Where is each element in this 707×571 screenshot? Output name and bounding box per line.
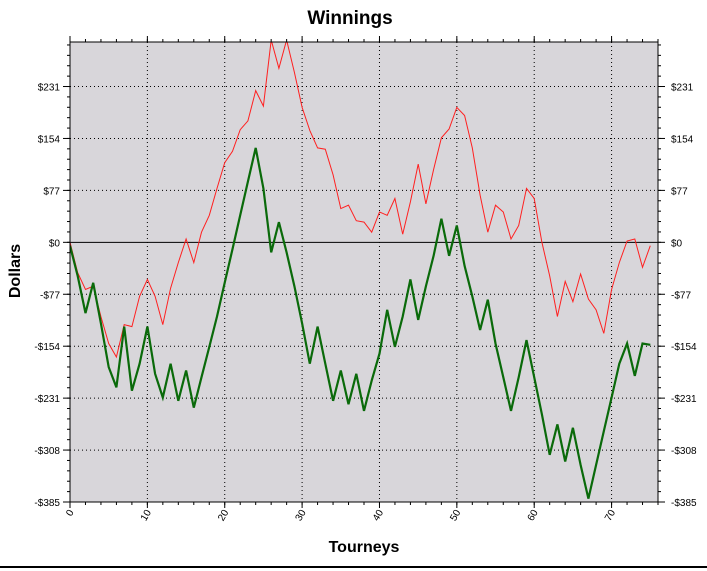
x-tick-label: 70 bbox=[603, 508, 618, 524]
y-tick-label-left: -$77 bbox=[40, 290, 60, 301]
y-tick-label-left: -$308 bbox=[34, 446, 60, 457]
x-tick-label: 30 bbox=[294, 508, 309, 524]
y-ticks-right: -$385 -$308 -$231 -$154 -$77 $0 $77 $154 $231 bbox=[658, 83, 697, 509]
plot-area bbox=[70, 42, 658, 502]
y-tick-label-left: $77 bbox=[43, 186, 60, 197]
y-tick-label-left: $0 bbox=[49, 238, 61, 249]
y-tick-label-right: -$385 bbox=[671, 498, 697, 509]
x-tick-label: 40 bbox=[371, 508, 386, 524]
grid-lines bbox=[70, 42, 658, 503]
x-tick-label: 60 bbox=[526, 508, 541, 524]
y-tick-label-left: -$154 bbox=[34, 342, 60, 353]
green-series-line bbox=[70, 147, 651, 499]
y-tick-label-right: -$77 bbox=[671, 290, 691, 301]
series-group bbox=[70, 42, 651, 499]
y-tick-label-left: $154 bbox=[38, 134, 61, 145]
y-tick-label-right: -$231 bbox=[671, 394, 697, 405]
y-tick-label-right: $77 bbox=[671, 186, 688, 197]
y-tick-label-right: -$154 bbox=[671, 342, 697, 353]
x-tick-label: 10 bbox=[139, 508, 154, 524]
y-tick-label-right: $0 bbox=[671, 238, 683, 249]
chart-title: Winnings bbox=[307, 8, 392, 29]
y-tick-label-right: $154 bbox=[671, 134, 694, 145]
x-tick-label: 20 bbox=[216, 508, 231, 524]
x-tick-label: 0 bbox=[64, 508, 77, 519]
y-axis-title: Dollars bbox=[7, 244, 24, 298]
bottom-rule bbox=[0, 566, 707, 568]
y-tick-label-left: -$385 bbox=[34, 498, 60, 509]
x-axis-title: Tourneys bbox=[329, 539, 400, 556]
red-series-line bbox=[70, 42, 651, 359]
y-ticks-left: -$385 -$308 -$231 -$154 -$77 $0 $77 $154 $231 bbox=[34, 83, 70, 509]
y-tick-label-left: -$231 bbox=[34, 394, 60, 405]
y-tick-label-left: $231 bbox=[38, 83, 61, 94]
x-tick-label: 50 bbox=[448, 508, 463, 524]
y-tick-label-right: $231 bbox=[671, 83, 694, 94]
y-tick-label-right: -$308 bbox=[671, 446, 697, 457]
plot-frame bbox=[69, 41, 659, 503]
